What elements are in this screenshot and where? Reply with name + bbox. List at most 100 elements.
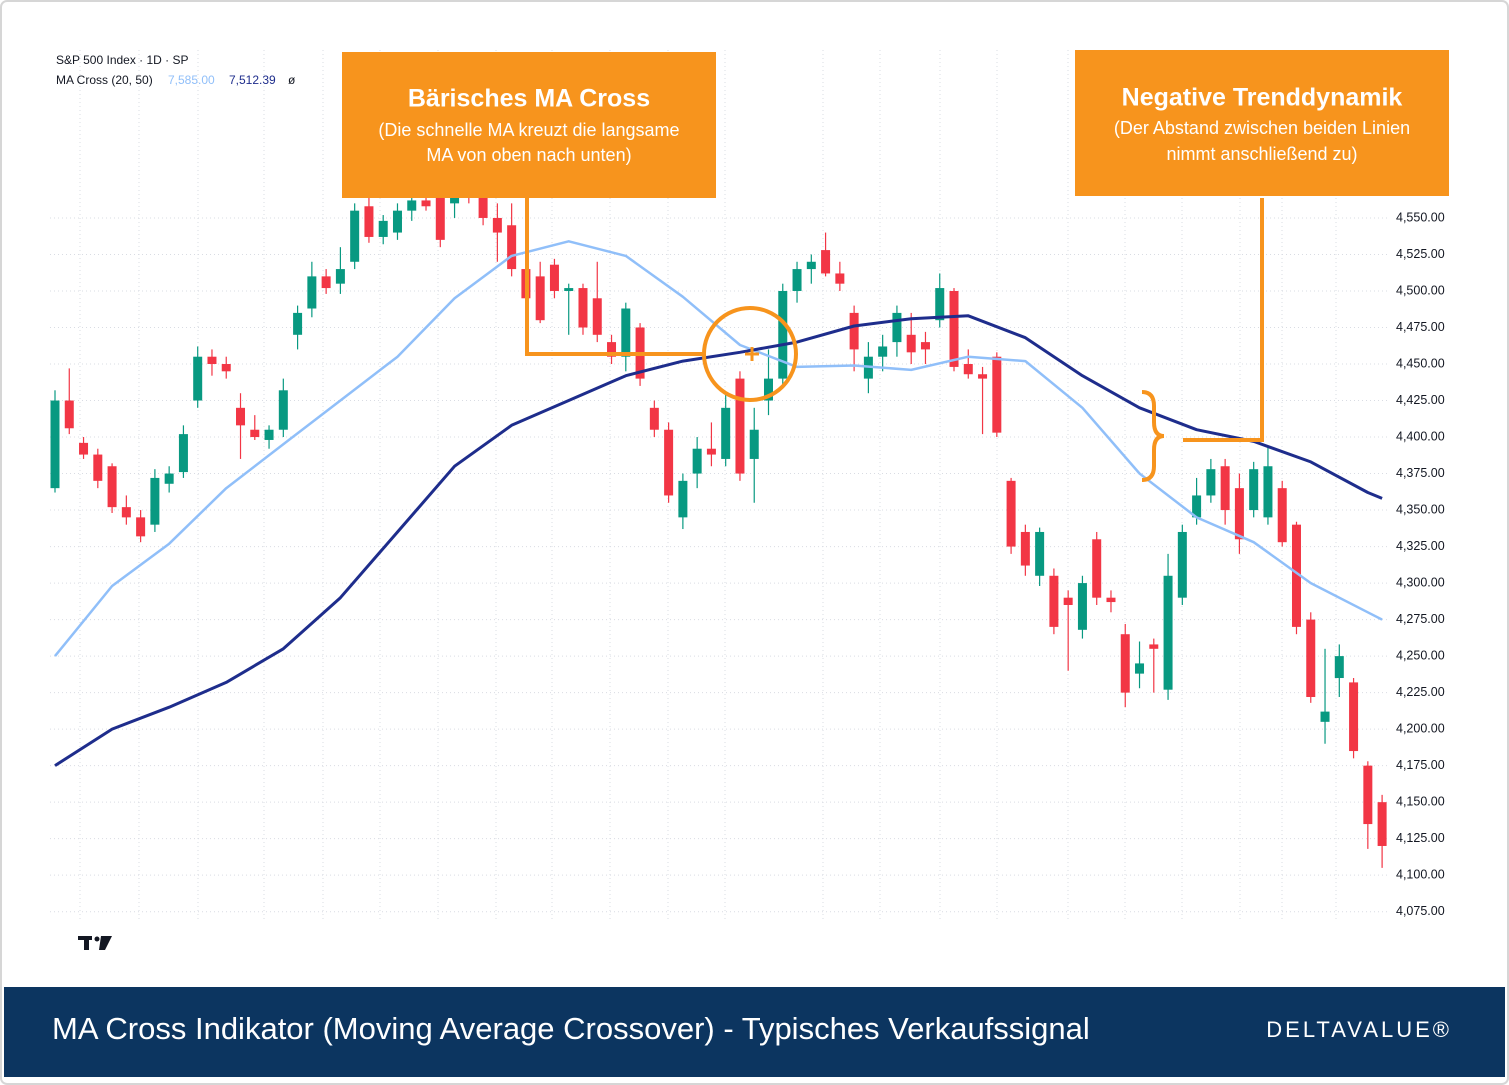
y-tick-label: 4,525.00: [1396, 247, 1445, 261]
candle-body: [1220, 466, 1230, 511]
candle-body: [792, 269, 802, 291]
candle-body: [250, 429, 260, 438]
candle-body: [136, 517, 146, 537]
candle-body: [150, 477, 160, 525]
y-tick-label: 4,250.00: [1396, 648, 1445, 662]
y-tick-label: 4,200.00: [1396, 721, 1445, 735]
candle-body: [1092, 539, 1102, 598]
candle-body: [706, 448, 716, 455]
candle-body: [1006, 480, 1016, 547]
candle-body: [307, 276, 317, 309]
candle-body: [64, 400, 74, 429]
candle-body: [906, 334, 916, 353]
candle-body: [935, 288, 945, 321]
brand: DELTAVALUE®: [1266, 1017, 1452, 1042]
candle-body: [621, 308, 631, 357]
y-tick-label: 4,125.00: [1396, 831, 1445, 845]
moving-average-line: [54, 240, 1383, 657]
y-tick-label: 4,450.00: [1396, 356, 1445, 370]
indicator-value: 7,585.00: [168, 73, 215, 87]
candle-body: [50, 400, 60, 489]
candle-body: [193, 356, 203, 401]
candle-body: [778, 290, 788, 379]
candle-body: [806, 261, 816, 270]
y-tick-label: 4,225.00: [1396, 685, 1445, 699]
candle-body: [321, 276, 331, 289]
candle-body: [607, 342, 617, 357]
candle-body: [364, 206, 374, 237]
candle-body: [335, 269, 345, 284]
y-tick-label: 4,075.00: [1396, 904, 1445, 918]
y-tick-label: 4,100.00: [1396, 867, 1445, 881]
candle-body: [492, 217, 502, 233]
candle-body: [1234, 488, 1244, 540]
annotation-title: Bärisches MA Cross: [408, 85, 650, 113]
candle-body: [236, 407, 246, 426]
y-tick-label: 4,550.00: [1396, 210, 1445, 224]
tv-logo: [78, 936, 112, 950]
candle-body: [278, 390, 288, 430]
candle-body: [164, 473, 174, 484]
candle-body: [221, 364, 231, 372]
candle-body: [264, 429, 274, 440]
candle-body: [350, 210, 360, 262]
candle-body: [1035, 531, 1045, 576]
y-tick-label: 4,275.00: [1396, 612, 1445, 626]
candle-body: [1349, 682, 1359, 752]
candle-body: [1377, 802, 1387, 846]
y-tick-label: 4,400.00: [1396, 429, 1445, 443]
candle-body: [821, 250, 831, 274]
candle-body: [978, 374, 988, 379]
candle-body: [749, 429, 759, 459]
candle-body: [407, 200, 417, 211]
candle-body: [1177, 531, 1187, 598]
marks: [50, 159, 1387, 868]
indicator-title: MA Cross (20, 50): [56, 73, 153, 87]
candle-body: [535, 276, 545, 321]
y-tick-label: 4,375.00: [1396, 466, 1445, 480]
candle-body: [564, 288, 574, 291]
y-tick-label: 4,350.00: [1396, 502, 1445, 516]
cross-marker: [745, 347, 759, 361]
annotation-box: [342, 52, 716, 198]
symbol-title: S&P 500 Index · 1D · SP: [56, 53, 189, 67]
candle-body: [920, 342, 930, 350]
candle-body: [835, 273, 845, 284]
candle-body: [649, 407, 659, 430]
candle-body: [107, 466, 117, 508]
candle-body: [892, 312, 902, 343]
candle-body: [1163, 575, 1173, 690]
candle-body: [849, 312, 859, 350]
candle-body: [1020, 531, 1030, 566]
y-tick-label: 4,325.00: [1396, 539, 1445, 553]
candle-body: [1106, 597, 1116, 603]
candle-body: [1363, 765, 1373, 825]
candle-body: [664, 429, 674, 496]
candle-body: [1120, 634, 1130, 693]
annotation-title: Negative Trenddynamik: [1122, 84, 1403, 112]
candle-body: [435, 191, 445, 240]
candle-body: [1063, 597, 1073, 605]
y-tick-label: 4,500.00: [1396, 283, 1445, 297]
candle-body: [678, 480, 688, 518]
candle-body: [692, 448, 702, 474]
candle-body: [93, 454, 103, 481]
candle-body: [293, 312, 303, 335]
candle-body: [1049, 575, 1059, 627]
candle-body: [592, 298, 602, 335]
candle-body: [478, 196, 488, 218]
annotation-text: (Die schnelle MA kreuzt die langsame: [378, 120, 679, 140]
indicator-value: 7,512.39: [229, 73, 276, 87]
candle-body: [578, 288, 588, 328]
y-tick-label: 4,175.00: [1396, 758, 1445, 772]
candle-body: [1263, 466, 1273, 518]
candle-body: [878, 346, 888, 357]
moving-average-line: [54, 314, 1383, 767]
candle-body: [1320, 711, 1330, 722]
candle-body: [79, 442, 89, 455]
candle-body: [1192, 495, 1202, 518]
candle-body: [764, 378, 773, 401]
footer-band: [4, 987, 1505, 1077]
